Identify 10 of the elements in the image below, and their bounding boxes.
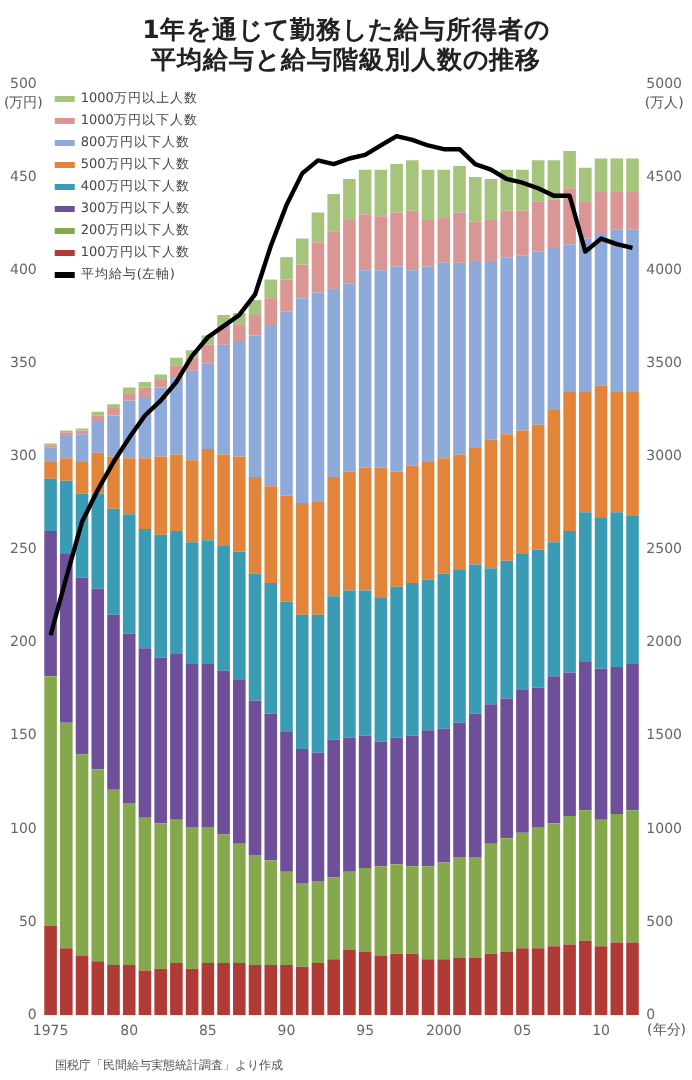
bar (201, 344, 215, 364)
bar (154, 380, 167, 388)
bar (91, 415, 105, 422)
bar (122, 387, 136, 394)
bar (264, 279, 278, 299)
chart-title: 1年を通じて勤務した給与所得者の平均給与と給与階級別人数の推移 (142, 13, 550, 74)
bar (170, 357, 183, 366)
bar (107, 408, 120, 416)
bar (138, 381, 152, 388)
bar (154, 374, 167, 381)
